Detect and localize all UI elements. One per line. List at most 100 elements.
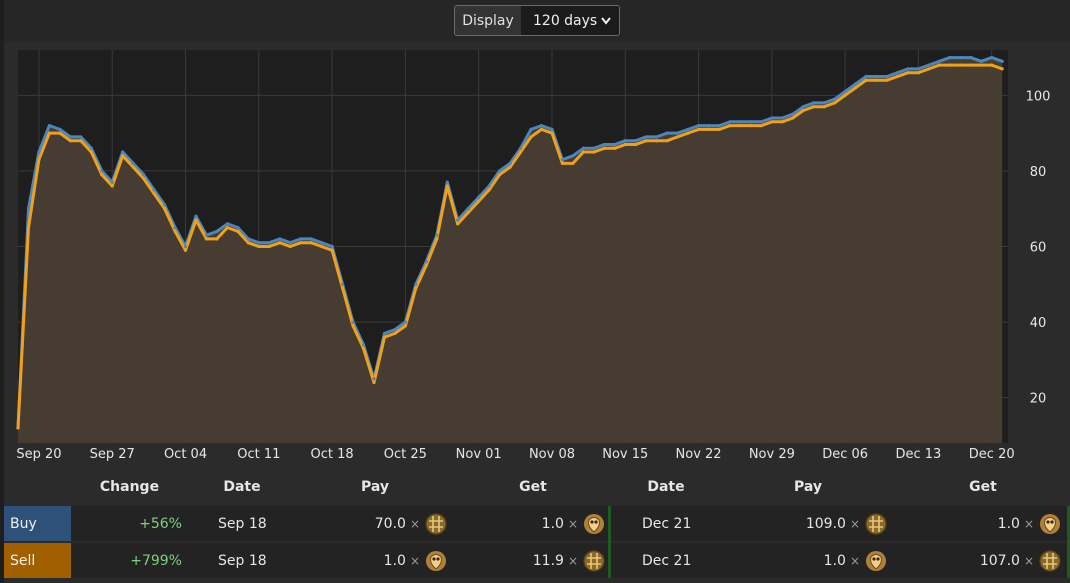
sell-point-81 (864, 78, 868, 82)
sell-point-46 (498, 173, 502, 177)
buy-point-4 (58, 127, 62, 131)
times-sign: × (849, 516, 860, 531)
sell-point-24 (267, 244, 271, 249)
buy-point-29 (320, 241, 324, 245)
sell-point-57 (613, 146, 617, 150)
sell-point-25 (278, 241, 282, 245)
buy-point-19 (215, 229, 219, 233)
row-label-sell: Sell (4, 543, 71, 578)
buy-point-94 (1000, 59, 1004, 63)
buy-point-68 (728, 120, 732, 124)
sell-point-3 (47, 131, 52, 135)
end-get-sell-value: 107.0 (979, 552, 1020, 569)
buy-point-69 (738, 120, 743, 124)
buy-point-37 (403, 320, 407, 324)
sell-point-90 (958, 63, 962, 67)
buy-point-15 (173, 226, 177, 230)
sell-point-48 (518, 150, 523, 154)
x-tick-label-Nov-01: Nov 01 (456, 447, 502, 462)
buy-point-71 (759, 120, 763, 124)
table-row-sell: Sell +799% Sep 18 1.0 × 11.9 × Dec 21 1.… (4, 543, 1070, 578)
sell-point-69 (738, 123, 743, 128)
sell-point-49 (529, 135, 533, 139)
buy-point-11 (131, 161, 135, 165)
buy-point-31 (340, 282, 345, 286)
sell-point-52 (560, 161, 565, 165)
chevron-down-icon (601, 16, 611, 25)
chaos-orb-icon (425, 512, 447, 535)
buy-point-25 (278, 237, 282, 241)
sell-point-30 (330, 248, 334, 252)
buy-point-6 (79, 135, 83, 139)
x-tick-label-Nov-22: Nov 22 (676, 447, 722, 462)
buy-point-28 (309, 237, 313, 241)
left-edge (0, 0, 4, 583)
sell-point-78 (833, 101, 837, 105)
buy-point-87 (927, 63, 931, 67)
end-pay-buy: 109.0 × (720, 506, 888, 541)
buy-point-63 (676, 131, 680, 135)
chaos-orb-icon (865, 512, 887, 535)
buy-point-70 (749, 120, 753, 124)
buy-point-49 (529, 127, 533, 131)
buy-point-24 (267, 241, 271, 245)
sell-point-16 (183, 248, 188, 252)
buy-point-55 (592, 146, 596, 150)
sell-point-65 (696, 127, 701, 131)
buy-point-26 (288, 241, 292, 245)
sell-point-26 (288, 244, 292, 249)
sell-point-66 (707, 127, 711, 131)
buy-point-86 (916, 67, 921, 71)
buy-point-32 (351, 320, 355, 324)
sell-point-44 (477, 199, 481, 203)
sell-point-41 (445, 184, 449, 188)
sell-point-37 (403, 324, 407, 328)
chaos-orb-icon (583, 549, 605, 572)
buy-point-16 (183, 244, 188, 249)
buy-point-88 (937, 59, 941, 63)
buy-point-30 (330, 244, 334, 249)
sell-point-33 (361, 346, 366, 351)
sell-point-22 (246, 241, 250, 245)
series-areas (18, 57, 1003, 443)
sell-point-62 (665, 139, 669, 143)
y-tick-label-60: 60 (1030, 241, 1047, 256)
sell-point-14 (162, 207, 167, 211)
buy-point-80 (854, 82, 858, 86)
sell-point-71 (759, 123, 763, 128)
sell-point-72 (770, 120, 774, 124)
sell-point-38 (414, 286, 418, 290)
buy-point-61 (655, 135, 659, 139)
buy-point-7 (89, 146, 93, 150)
sell-point-1 (26, 226, 31, 230)
start-get-sell: 11.9 × (454, 543, 606, 578)
sell-point-23 (257, 244, 261, 249)
sell-point-10 (121, 154, 125, 158)
sell-point-64 (686, 131, 690, 135)
y-tick-label-100: 100 (1026, 89, 1051, 104)
buy-area (18, 57, 1003, 443)
change-sell: +799% (130, 552, 182, 569)
table-header: Change Date Pay Get Date Pay Get (4, 469, 1070, 505)
buy-point-82 (874, 74, 879, 79)
display-control: Display 120 days (454, 5, 620, 36)
sell-point-12 (142, 176, 146, 181)
buy-point-74 (791, 112, 795, 116)
x-tick-label-Dec-13: Dec 13 (895, 447, 941, 462)
sell-point-28 (309, 241, 313, 245)
sell-point-76 (812, 105, 816, 109)
start-pay-buy: 70.0 × (296, 506, 448, 541)
sell-point-19 (215, 237, 219, 241)
x-tick-label-Oct-04: Oct 04 (164, 447, 207, 462)
buy-point-52 (560, 157, 565, 162)
divine-orb-icon (426, 550, 446, 571)
buy-point-20 (225, 222, 229, 226)
end-date-sell: Dec 21 (642, 552, 692, 569)
buy-point-14 (162, 203, 167, 207)
x-tick-label-Oct-11: Oct 11 (237, 447, 280, 462)
display-select[interactable]: 120 days (521, 6, 619, 35)
sell-point-51 (550, 131, 554, 135)
divine-orb-icon (584, 513, 604, 534)
buy-point-91 (969, 55, 973, 60)
header-start-pay: Pay (360, 479, 390, 495)
